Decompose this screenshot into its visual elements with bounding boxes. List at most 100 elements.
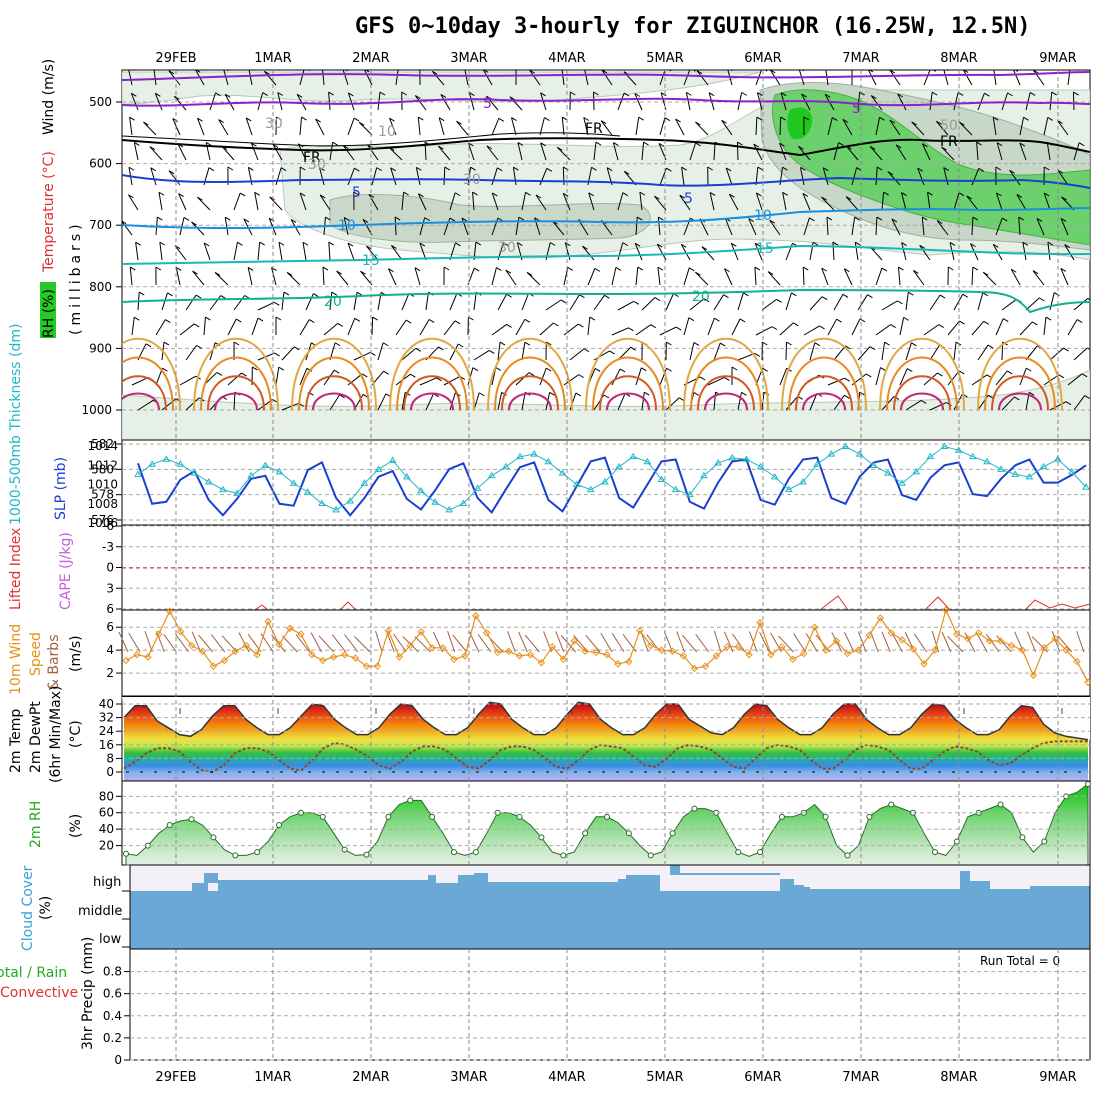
wind10-point	[275, 640, 283, 649]
wind10-point	[198, 647, 207, 655]
date-label: 8MAR	[940, 1070, 977, 1085]
rh2m-point	[429, 813, 436, 820]
wind10-point	[592, 648, 600, 657]
wind10-point	[712, 652, 721, 660]
pressure-tick: 600	[89, 157, 112, 171]
wind10-point	[537, 659, 546, 667]
rh2m-point	[778, 813, 785, 820]
wind10-point	[603, 651, 611, 659]
wind10-point	[187, 641, 196, 650]
rh2m-point	[844, 852, 851, 859]
thickness-point	[869, 461, 878, 469]
thickness-point	[700, 471, 708, 479]
thickness-point	[374, 465, 383, 472]
axis-tick: 3	[106, 581, 114, 595]
thickness-point	[530, 450, 539, 457]
date-label: 8MAR	[940, 51, 977, 66]
wind-label: Wind (m/s)	[41, 59, 57, 135]
rh2m-point	[669, 830, 676, 837]
slp-tick: 1010	[87, 478, 118, 492]
cloud-label: Cloud Cover	[20, 865, 36, 951]
rh2m-point	[341, 846, 348, 853]
wind10-point	[679, 652, 688, 660]
date-label: 4MAR	[548, 1070, 585, 1085]
contour-label: 30	[308, 157, 326, 173]
wind10-point	[373, 662, 382, 670]
upper-wind-barbs	[122, 70, 1090, 411]
rh2m-point	[385, 813, 392, 820]
wind10-series	[125, 608, 1089, 683]
wind10-point	[832, 637, 841, 645]
wind10-point	[843, 649, 852, 658]
thickness-point	[431, 498, 440, 505]
pressure-tick: 1000	[81, 403, 112, 417]
temp-contour-5-blue	[122, 174, 1090, 189]
cape-panel: -6 -3 0 3 6 Lifted Index CAPE (J/kg)	[8, 519, 1091, 616]
rh2m-point	[450, 849, 457, 856]
rh2m-point	[888, 801, 895, 808]
thickness-point	[1082, 483, 1090, 490]
thickness-point	[784, 485, 793, 493]
thickness-point	[134, 470, 142, 477]
contour-label: FR	[303, 150, 321, 166]
wind10-point	[1040, 644, 1048, 652]
date-label: 5MAR	[646, 1070, 683, 1085]
rh-shade-green	[772, 89, 1090, 246]
thickness-point	[148, 460, 157, 467]
rh2m-point	[188, 816, 195, 823]
thickness-point	[728, 453, 737, 461]
rh2m-point	[538, 834, 545, 841]
slp-tick: 1012	[87, 458, 118, 472]
thickness-point	[275, 467, 284, 475]
precip-label-a: Total / Rain	[0, 965, 67, 981]
wind10-point	[351, 654, 360, 662]
wind10-point	[428, 644, 436, 652]
thickness-point	[219, 485, 227, 493]
temp-label-b: 2m DewPt	[28, 701, 44, 773]
wind10-point	[515, 652, 524, 660]
wind10-point	[723, 642, 731, 651]
wind10-point	[625, 657, 633, 666]
thickness-point	[657, 475, 666, 482]
rh2m-label: 2m RH	[28, 801, 44, 848]
wind10-label-b: Speed	[28, 632, 44, 676]
rh2m-point	[166, 822, 173, 829]
thickness-point	[898, 479, 906, 486]
wind10-point	[778, 642, 786, 651]
wind10-barbs	[118, 630, 1085, 653]
wind10-point	[789, 655, 797, 664]
axis-tick: 32	[99, 711, 114, 725]
wind10-point	[439, 644, 447, 652]
thickness-point	[685, 490, 694, 498]
temp-unit: (°C)	[68, 720, 84, 748]
thickness-point	[827, 450, 836, 457]
wind10-point	[854, 646, 863, 654]
thickness-point	[261, 461, 270, 469]
contour-labels: 5 5 FR FR FR 5 5 10 10 15 15 20 20 30 30…	[265, 96, 958, 310]
rh2m-point	[647, 852, 654, 859]
date-label: 1MAR	[254, 1070, 291, 1085]
axis-tick: 80	[99, 789, 114, 803]
rh2m-point	[472, 849, 479, 856]
li-line	[254, 595, 1091, 611]
wind10-point	[690, 664, 699, 673]
axis-tick: 8	[106, 751, 114, 765]
wind10-point	[155, 630, 163, 638]
wind10-point	[570, 637, 578, 645]
thickness-point	[572, 480, 581, 488]
thickness-point	[1025, 472, 1034, 480]
thickness-point	[487, 471, 496, 479]
lifted-index-label: Lifted Index	[8, 528, 24, 610]
thickness-point	[360, 479, 369, 486]
wind10-point	[581, 647, 589, 655]
contour-label: FR	[940, 134, 958, 150]
thickness-point	[926, 452, 935, 460]
wind10-point	[253, 651, 261, 659]
wind10-point	[450, 655, 458, 664]
date-label: 29FEB	[155, 1070, 196, 1085]
rh-shade-mid-darker	[329, 194, 651, 243]
thickness-point	[799, 478, 807, 485]
axis-tick: 580	[91, 462, 114, 476]
rh2m-point	[516, 813, 523, 820]
axis-tick: 576	[91, 513, 114, 527]
